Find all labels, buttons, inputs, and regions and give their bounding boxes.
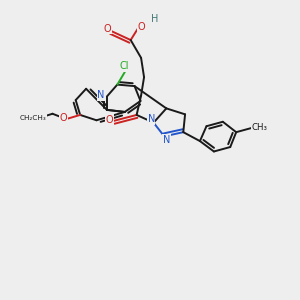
Text: N: N bbox=[97, 90, 105, 100]
Text: O: O bbox=[104, 24, 112, 34]
Text: O: O bbox=[106, 115, 113, 125]
Text: Cl: Cl bbox=[120, 61, 130, 71]
Text: CH₂CH₃: CH₂CH₃ bbox=[20, 115, 46, 121]
Text: N: N bbox=[148, 114, 155, 124]
Text: O: O bbox=[137, 22, 145, 32]
Text: H: H bbox=[151, 14, 158, 24]
Text: N: N bbox=[163, 135, 170, 145]
Text: O: O bbox=[59, 113, 67, 124]
Text: CH₃: CH₃ bbox=[252, 123, 268, 132]
